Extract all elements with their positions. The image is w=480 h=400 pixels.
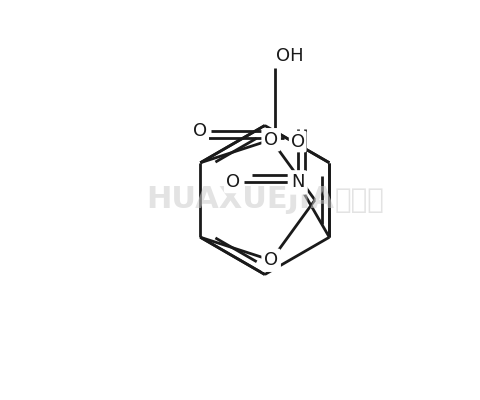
Text: OH: OH: [276, 47, 304, 65]
Text: N: N: [291, 174, 304, 192]
Text: O: O: [264, 131, 278, 149]
Text: O: O: [264, 251, 278, 269]
Text: O: O: [193, 122, 207, 140]
Text: O: O: [226, 174, 240, 192]
Text: O: O: [290, 132, 305, 150]
Text: HUAXUEJIA: HUAXUEJIA: [146, 186, 334, 214]
Text: 化学加: 化学加: [334, 186, 384, 214]
